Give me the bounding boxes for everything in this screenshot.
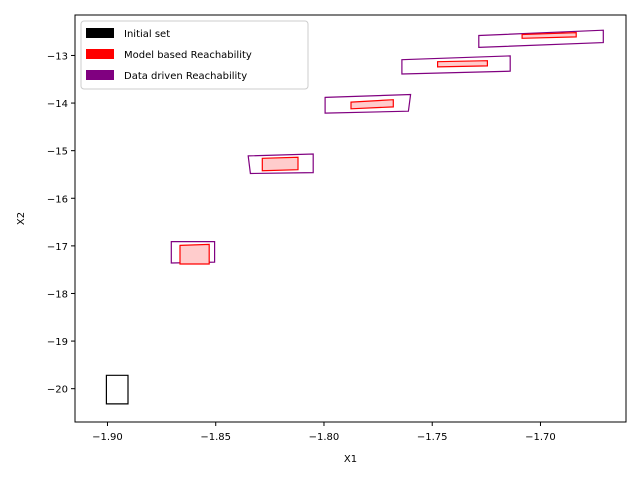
set-polygon-0-0 [105,374,129,405]
set-polygon-2-4 [521,31,577,39]
legend-swatch [86,49,114,59]
y-tick-label: −19 [47,337,68,348]
x-tick-label: −1.90 [92,432,123,443]
y-tick-label: −15 [47,147,68,158]
legend-swatch [86,70,114,80]
legend-label: Data driven Reachability [124,71,247,82]
x-axis-label: X1 [344,454,357,465]
x-tick-label: −1.80 [309,432,340,443]
y-tick-label: −14 [47,99,68,110]
x-tick-label: −1.70 [525,432,556,443]
y-tick-label: −17 [47,242,68,253]
set-polygon-2-0 [179,243,210,265]
set-polygon-2-1 [261,156,299,172]
set-polygon-2-3 [437,60,488,68]
plot-frame [74,14,627,423]
legend-swatch [86,28,114,38]
x-tick-label: −1.75 [417,432,448,443]
y-tick-label: −20 [47,385,68,396]
plot-shapes [105,29,604,405]
x-tick-label: −1.85 [200,432,231,443]
set-polygon-2-2 [350,99,394,110]
set-polygon-1-3 [401,55,511,75]
axes: −1.90 −1.85 −1.80 −1.75 −1.70 −13 −14 −15 −16 −17… [16,14,627,465]
legend: Initial set Model based Reachability Data … [80,20,309,90]
set-polygon-1-1 [247,153,314,175]
legend-box [80,20,309,90]
y-tick-label: −16 [47,194,68,205]
y-tick-label: −13 [47,51,68,62]
legend-label: Initial set [124,29,170,40]
set-polygon-1-4 [478,29,604,49]
y-axis-label: X2 [16,212,27,225]
legend-label: Model based Reachability [124,50,252,61]
y-tick-label: −18 [47,289,68,300]
set-polygon-1-2 [324,93,412,114]
set-polygon-1-0 [170,241,216,264]
